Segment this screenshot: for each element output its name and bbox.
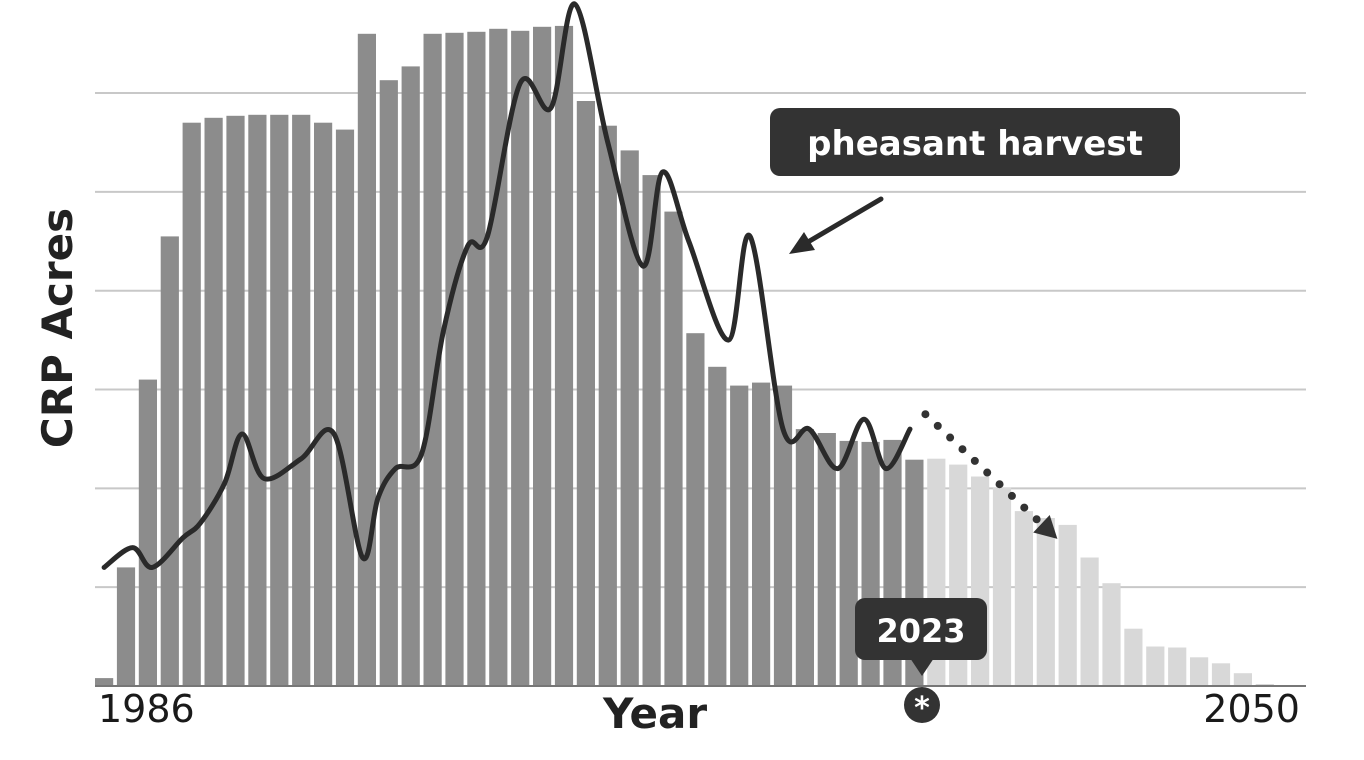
harvest-label-box <box>770 108 1180 176</box>
crp-bar <box>182 122 201 686</box>
year-2023-marker: 2023 * <box>855 598 987 726</box>
crp-projected-bar <box>1146 646 1165 686</box>
marker-pointer <box>910 658 934 676</box>
projected-trend-line <box>921 410 1050 532</box>
crp-bar <box>314 122 333 686</box>
crp-projected-bar <box>1058 524 1077 686</box>
harvest-pointer-arrowhead <box>789 232 815 254</box>
crp-projected-bar <box>1102 583 1121 686</box>
crp-bar <box>401 66 420 686</box>
crp-projected-bar <box>1211 663 1231 686</box>
crp-bar <box>95 678 114 686</box>
x-axis-title: Year <box>602 689 707 738</box>
crp-bar <box>335 129 355 687</box>
crp-bar <box>489 28 508 687</box>
y-axis-title: CRP Acres <box>33 208 82 448</box>
crp-projected-bar <box>1014 511 1033 686</box>
crp-bar <box>773 385 793 686</box>
x-tick-label-end: 2050 <box>1203 687 1300 731</box>
crp-bar <box>708 366 727 686</box>
harvest-label-text: pheasant harvest <box>807 124 1143 164</box>
asterisk-icon: * <box>914 691 930 726</box>
bars <box>95 25 1296 687</box>
asterisk-circle <box>904 687 940 723</box>
crp-bar <box>620 150 639 686</box>
crp-bar <box>730 385 749 686</box>
crp-bar <box>664 211 683 686</box>
marker-label-text: 2023 <box>876 612 965 650</box>
crp-projected-bar <box>1124 628 1143 686</box>
harvest-pointer-arrow <box>793 196 884 252</box>
crp-bar <box>839 440 858 686</box>
crp-projected-bar <box>1036 518 1055 686</box>
pheasant-harvest-line <box>101 1 913 570</box>
crp-bar <box>752 382 771 686</box>
harvest-label-callout: pheasant harvest <box>770 108 1180 254</box>
x-tick-label-start: 1986 <box>98 687 195 731</box>
crp-bar <box>642 175 661 686</box>
crp-bar <box>554 25 574 686</box>
crp-bar <box>423 33 442 687</box>
crp-bar <box>204 117 223 687</box>
crp-bar <box>270 114 289 687</box>
crp-bar <box>817 433 836 686</box>
crp-bar <box>576 101 595 686</box>
crp-projected-bar <box>1190 657 1209 686</box>
crp-bar <box>533 26 552 687</box>
projected-trend-arrowhead <box>1033 515 1058 539</box>
crp-bar <box>138 379 157 686</box>
marker-label-box <box>855 598 987 660</box>
crp-bar <box>467 31 486 687</box>
series-lines <box>101 1 1058 570</box>
crp-bar <box>292 114 311 687</box>
crp-bar <box>511 30 530 687</box>
crp-bar <box>445 32 464 687</box>
crp-projected-bar <box>1168 647 1187 686</box>
crp-bar <box>160 236 179 686</box>
crp-bar <box>686 333 705 686</box>
crp-bar <box>598 125 617 686</box>
crp-projected-bar <box>1080 557 1099 686</box>
crp-bar <box>795 429 814 686</box>
crp-projected-bar <box>992 487 1012 686</box>
crp-bar <box>357 33 376 687</box>
crp-bar <box>379 80 398 686</box>
crp-bar <box>116 567 136 686</box>
crp-bar <box>248 114 267 687</box>
crp-projected-bar <box>1233 673 1252 686</box>
crp-bar <box>226 115 245 687</box>
